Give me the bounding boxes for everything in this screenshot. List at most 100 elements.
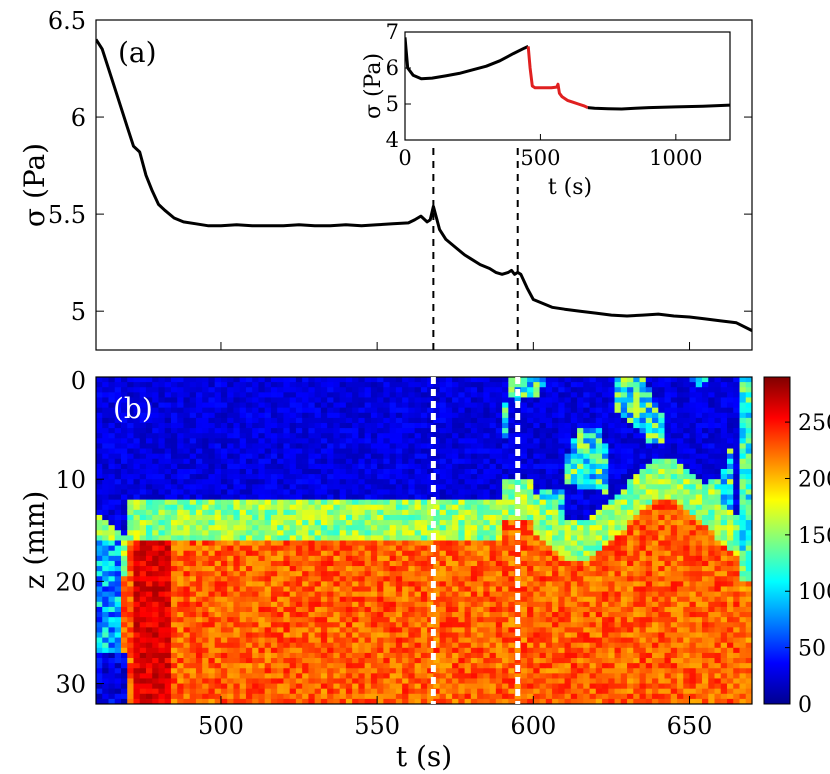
heatmap-cell [183,617,191,623]
heatmap-cell [458,479,466,485]
heatmap-cell [339,525,347,531]
heatmap-cell [295,683,303,690]
heatmap-cell [102,566,110,572]
heatmap-cell [502,591,509,598]
heatmap-cell [220,402,228,409]
heatmap-cell [545,683,553,690]
heatmap-cell [264,377,272,383]
heatmap-cell [227,596,235,603]
heatmap-cell [433,382,441,388]
heatmap-cell [96,698,103,704]
heatmap-cell [164,581,172,588]
heatmap-cell [502,698,509,704]
heatmap-cell [264,397,272,404]
heatmap-cell [520,622,528,628]
heatmap-cell [395,514,403,521]
heatmap-cell [414,560,422,567]
heatmap-cell [139,647,147,654]
heatmap-cell [370,422,378,429]
heatmap-cell [308,601,316,608]
heatmap-cell [564,637,572,644]
heatmap-cell [470,693,478,700]
heatmap-cell [502,530,509,536]
heatmap-cell [127,591,135,598]
heatmap-cell [245,463,253,470]
heatmap-cell [220,596,228,603]
heatmap-cell [264,591,272,598]
heatmap-cell [483,402,491,409]
heatmap-cell [220,632,228,639]
heatmap-cell [445,468,453,475]
heatmap-cell [570,535,578,542]
heatmap-cell [545,443,553,450]
heatmap-cell [164,489,172,496]
heatmap-cell [177,428,185,434]
heatmap-cell [245,422,253,429]
heatmap-cell [120,433,128,439]
heatmap-cell [483,407,491,414]
heatmap-cell [170,484,178,491]
heatmap-cell [152,622,160,628]
heatmap-cell [177,397,185,404]
heatmap-cell [145,402,153,409]
heatmap-cell [364,509,372,516]
heatmap-cell [333,550,341,557]
heatmap-cell [233,382,241,388]
heatmap-cell [96,438,103,445]
heatmap-cell [245,601,253,608]
heatmap-cell [152,688,160,695]
heatmap-cell [383,673,391,680]
heatmap-cell [227,530,235,536]
heatmap-cell [114,489,122,496]
heatmap-cell [452,673,459,680]
heatmap-cell [114,550,122,557]
heatmap-cell [533,632,541,639]
heatmap-cell [464,663,472,669]
heatmap-cell [239,468,247,475]
heatmap-cell [552,612,559,618]
heatmap-cell [370,581,378,588]
heatmap-cell [120,494,128,501]
heatmap-cell [352,545,359,552]
heatmap-cell [270,545,278,552]
heatmap-cell [389,382,397,388]
heatmap-cell [164,555,172,562]
heatmap-cell [520,637,528,644]
heatmap-cell [170,474,178,480]
heatmap-cell [245,499,253,506]
heatmap-cell [377,637,384,644]
heatmap-cell [508,494,516,501]
heatmap-cell [558,412,566,419]
heatmap-cell [108,468,116,475]
heatmap-cell [252,647,260,654]
heatmap-cell [114,612,122,618]
heatmap-cell [96,652,103,659]
heatmap-cell [227,581,235,588]
heatmap-cell [520,428,528,434]
heatmap-cell [352,453,359,460]
heatmap-cell [539,504,547,511]
heatmap-cell [508,392,516,399]
heatmap-cell [352,683,359,690]
heatmap-cell [208,545,216,552]
heatmap-cell [183,520,191,526]
heatmap-cell [408,683,416,690]
heatmap-cell [558,632,566,639]
heatmap-cell [564,596,572,603]
heatmap-cell [170,535,178,542]
heatmap-cell [345,489,353,496]
heatmap-cell [445,443,453,450]
heatmap-cell [227,540,235,547]
heatmap-cell [420,581,428,588]
heatmap-cell [327,652,335,659]
heatmap-cell [295,520,303,526]
heatmap-cell [539,586,547,593]
heatmap-cell [527,622,534,628]
heatmap-cell [433,489,441,496]
heatmap-cell [445,627,453,634]
heatmap-cell [333,555,341,562]
heatmap-cell [245,407,253,414]
heatmap-cell [239,627,247,634]
heatmap-cell [452,509,459,516]
